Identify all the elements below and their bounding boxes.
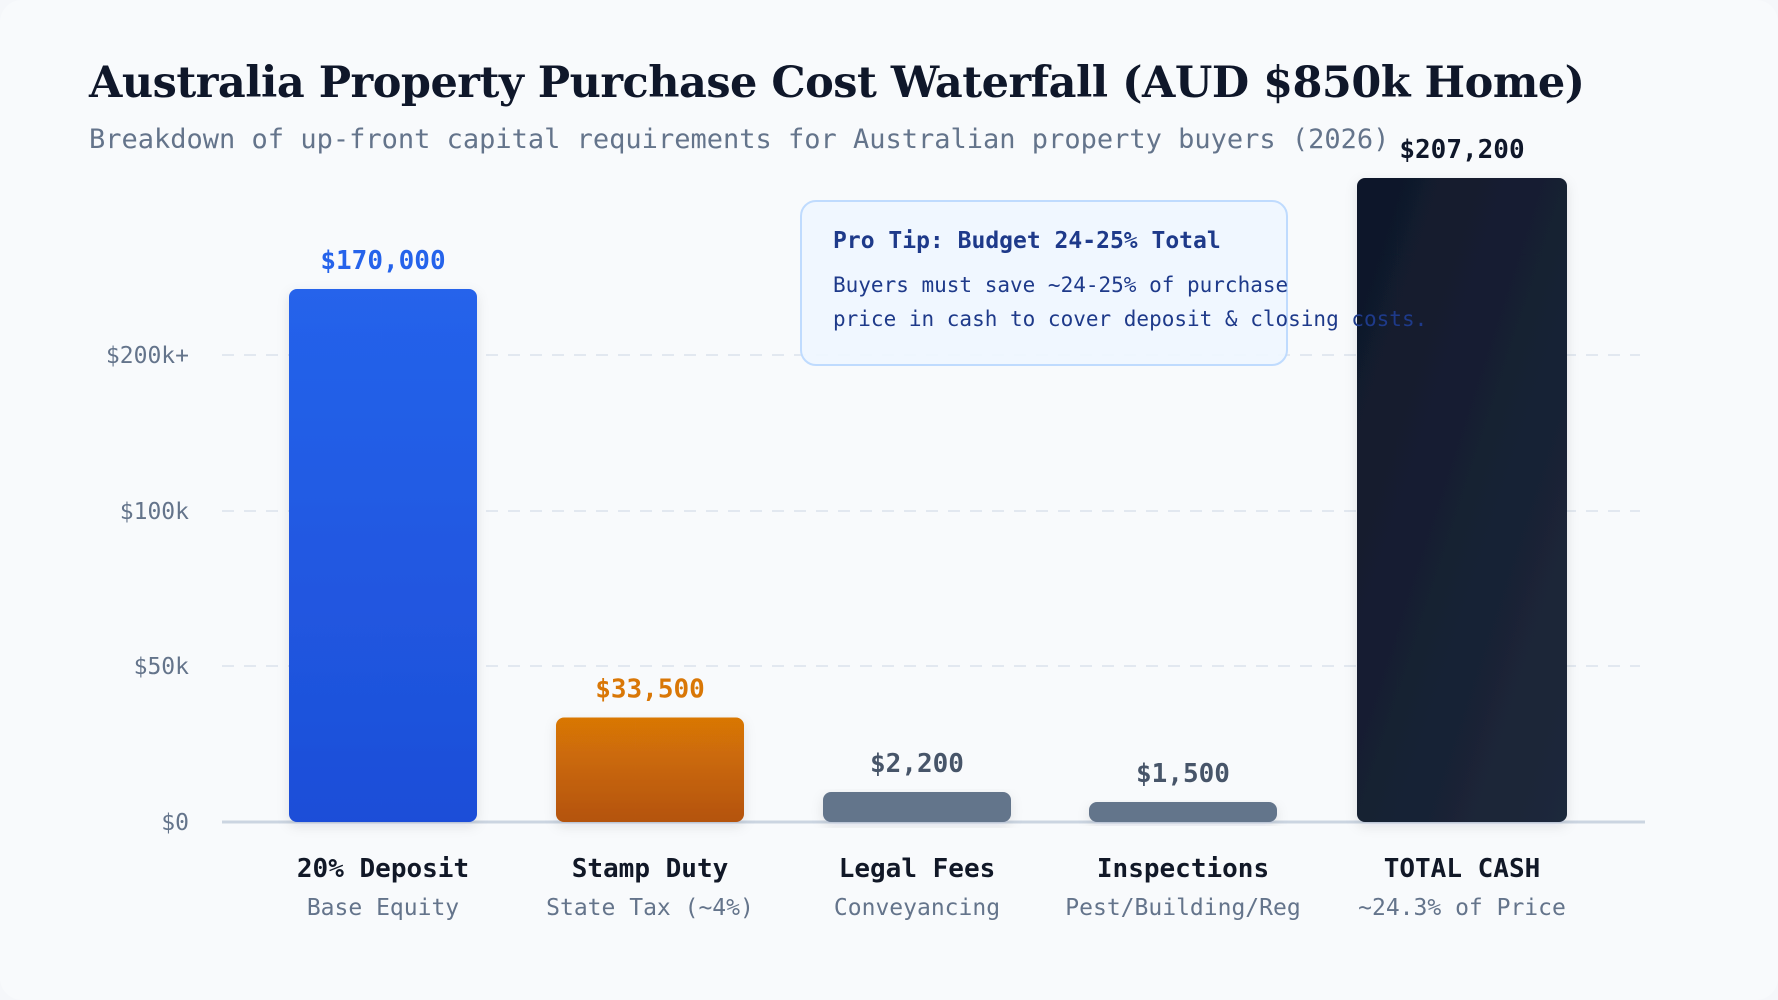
chart-title: Australia Property Purchase Cost Waterfa… <box>89 58 1585 108</box>
bar-3 <box>823 792 1011 822</box>
pro-tip-title: Pro Tip: Budget 24-25% Total <box>833 228 1221 254</box>
y-tick-label: $0 <box>161 810 189 836</box>
value-label: $33,500 <box>595 674 705 704</box>
bars <box>289 178 1567 822</box>
category-sublabel: Base Equity <box>307 895 459 921</box>
category-sublabel: State Tax (~4%) <box>546 895 754 921</box>
category-sublabel: ~24.3% of Price <box>1358 895 1566 921</box>
pro-tip-line-2: price in cash to cover deposit & closing… <box>833 307 1428 331</box>
category-label: TOTAL CASH <box>1384 854 1541 884</box>
y-tick-label: $100k <box>120 499 189 525</box>
bar-5 <box>1357 178 1567 822</box>
bar-2 <box>556 717 744 822</box>
value-label: $2,200 <box>870 749 964 779</box>
category-label: Stamp Duty <box>572 854 729 884</box>
category-sublabel: Conveyancing <box>834 895 1000 921</box>
chart-subtitle: Breakdown of up-front capital requiremen… <box>89 124 1390 155</box>
value-label: $170,000 <box>320 246 445 276</box>
bar-4 <box>1089 802 1277 822</box>
y-tick-label: $50k <box>134 654 190 680</box>
y-tick-label: $200k+ <box>106 343 189 369</box>
category-sublabel: Pest/Building/Reg <box>1065 895 1300 921</box>
labels: $170,000 20% Deposit Base Equity $33,500 Sta… <box>297 135 1566 921</box>
category-label: Legal Fees <box>839 854 996 884</box>
category-label: 20% Deposit <box>297 854 469 884</box>
pro-tip-line-1: Buyers must save ~24-25% of purchase <box>833 273 1289 297</box>
category-label: Inspections <box>1097 854 1269 884</box>
value-label: $1,500 <box>1136 759 1230 789</box>
value-label: $207,200 <box>1399 135 1524 165</box>
bar-1 <box>289 289 477 822</box>
pro-tip-box: Pro Tip: Budget 24-25% Total Buyers must… <box>800 200 1428 366</box>
